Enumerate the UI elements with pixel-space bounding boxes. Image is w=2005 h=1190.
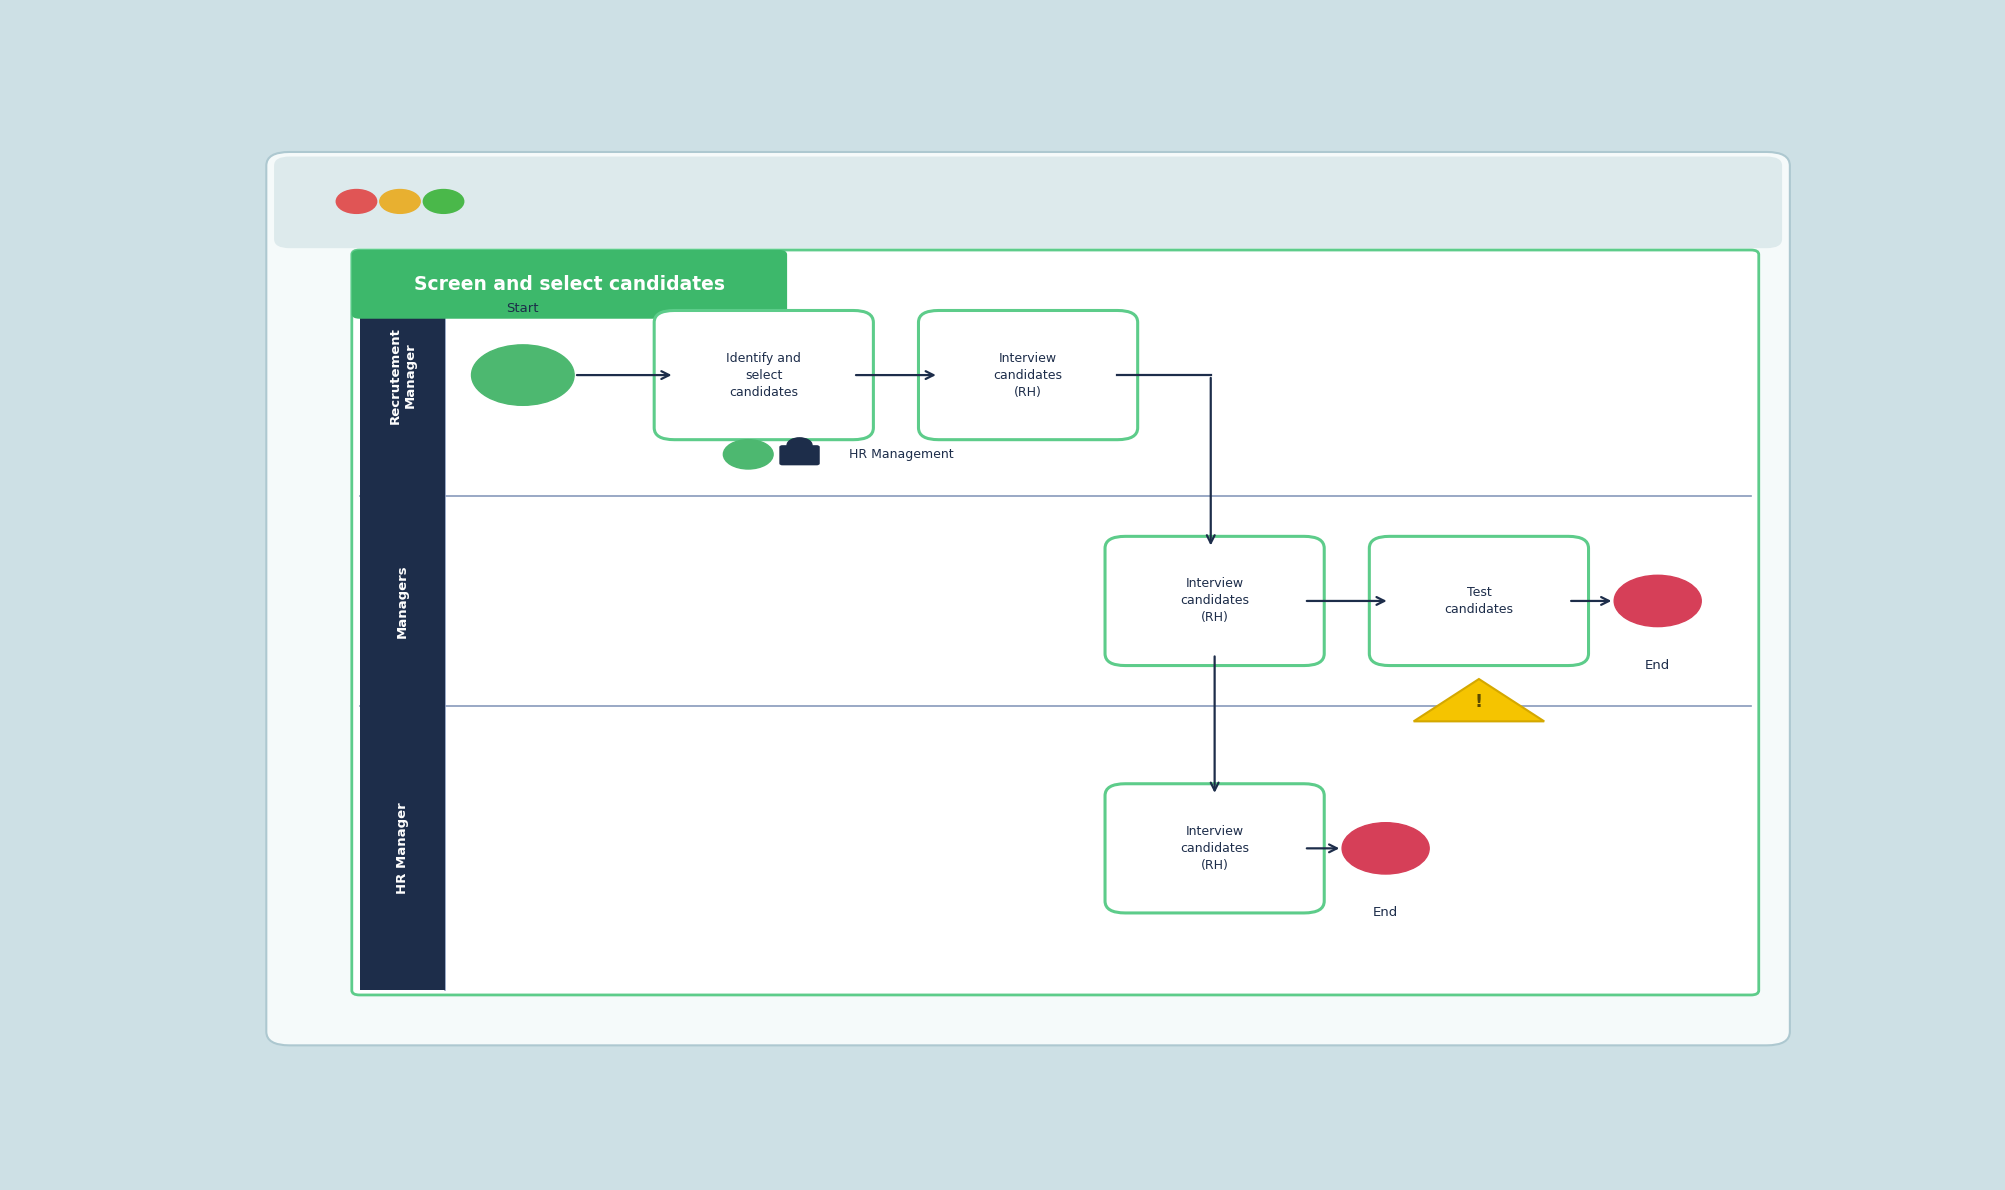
Text: Interview
candidates
(RH): Interview candidates (RH) — [1179, 577, 1249, 625]
Text: Managers: Managers — [395, 564, 409, 638]
FancyBboxPatch shape — [359, 707, 445, 990]
FancyBboxPatch shape — [351, 250, 1758, 995]
FancyBboxPatch shape — [275, 157, 1780, 249]
FancyBboxPatch shape — [351, 250, 786, 319]
FancyBboxPatch shape — [359, 495, 445, 707]
Text: End: End — [1371, 906, 1397, 919]
FancyBboxPatch shape — [918, 311, 1137, 439]
Circle shape — [423, 189, 463, 213]
Text: Start: Start — [507, 302, 539, 314]
Circle shape — [337, 189, 377, 213]
Circle shape — [471, 345, 573, 406]
Text: Test
candidates: Test candidates — [1444, 585, 1512, 616]
Polygon shape — [1414, 679, 1544, 721]
Circle shape — [1341, 822, 1428, 873]
Text: Identify and
select
candidates: Identify and select candidates — [726, 351, 800, 399]
Circle shape — [724, 439, 772, 469]
FancyBboxPatch shape — [1105, 537, 1323, 665]
Text: Interview
candidates
(RH): Interview candidates (RH) — [1179, 825, 1249, 872]
FancyBboxPatch shape — [654, 311, 872, 439]
FancyBboxPatch shape — [1105, 784, 1323, 913]
Text: Interview
candidates
(RH): Interview candidates (RH) — [992, 351, 1063, 399]
Text: HR Manager: HR Manager — [395, 802, 409, 894]
Text: HR Management: HR Management — [848, 447, 954, 461]
Circle shape — [379, 189, 419, 213]
Circle shape — [786, 438, 812, 452]
FancyBboxPatch shape — [780, 445, 820, 465]
FancyBboxPatch shape — [359, 255, 445, 495]
Circle shape — [1614, 575, 1700, 627]
Text: !: ! — [1474, 694, 1482, 712]
FancyBboxPatch shape — [1369, 537, 1588, 665]
FancyBboxPatch shape — [267, 152, 1788, 1045]
Text: Screen and select candidates: Screen and select candidates — [413, 275, 724, 294]
Text: Recrutement
Manager: Recrutement Manager — [389, 326, 417, 424]
Text: End: End — [1644, 658, 1670, 671]
